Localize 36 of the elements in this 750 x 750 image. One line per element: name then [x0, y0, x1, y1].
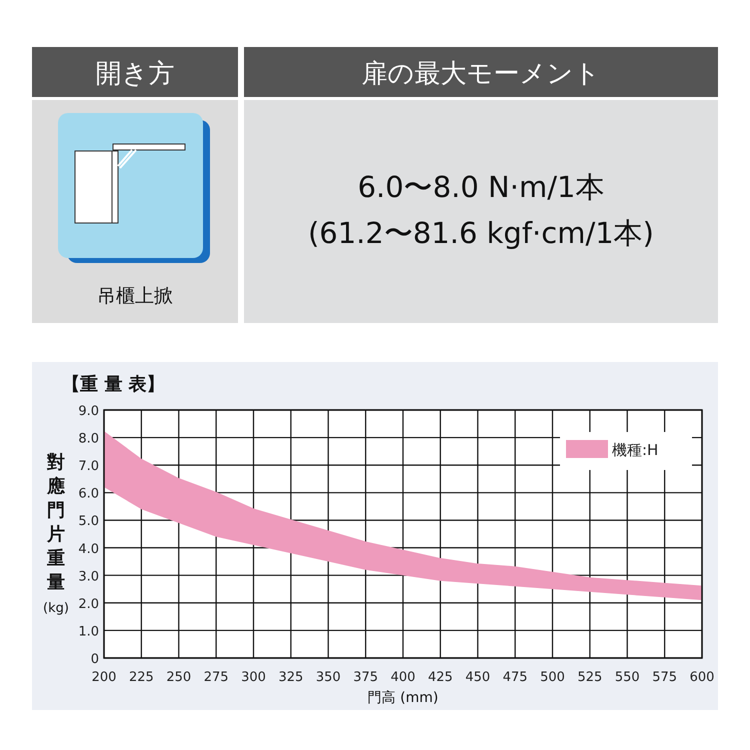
text: 6.0〜8.0 N·m/1本: [358, 170, 604, 204]
y-axis-title: 對應門片重量(kg): [43, 452, 69, 616]
text: 扉の最大モーメント: [362, 59, 600, 89]
x-tick-label: 475: [502, 670, 528, 685]
x-tick-label: 450: [465, 670, 490, 685]
x-axis-title: 門高 (mm): [368, 690, 438, 706]
x-tick-label: 200: [92, 670, 116, 685]
legend-label: 機種:H: [612, 441, 658, 459]
x-tick-label: 275: [204, 670, 229, 685]
y-tick-label: 4.0: [78, 542, 99, 557]
x-tick-label: 550: [614, 670, 640, 685]
y-tick-label: 9.0: [78, 404, 99, 419]
x-tick-label: 300: [241, 670, 266, 685]
x-tick-label: 325: [278, 670, 304, 685]
y-tick-label: 8.0: [78, 432, 99, 447]
x-tick-label: 425: [428, 670, 453, 685]
x-tick-label: 500: [540, 670, 565, 685]
y-tick-label: 3.0: [78, 569, 99, 584]
y-tick-label: 7.0: [78, 459, 99, 474]
x-tick-label: 350: [316, 670, 341, 685]
x-tick-label: 600: [690, 670, 714, 685]
text: 吊櫃上掀: [97, 285, 173, 307]
x-tick-label: 225: [128, 670, 154, 685]
x-tick-label: 250: [166, 670, 192, 685]
chart-title: 【重 量 表】: [62, 374, 165, 395]
x-tick-label: 400: [390, 670, 416, 685]
text: 開き方: [96, 59, 174, 89]
x-tick-label: 575: [652, 670, 678, 685]
x-tick-label: 525: [577, 670, 602, 685]
y-tick-label: 5.0: [78, 514, 99, 530]
y-tick-label: 0: [90, 652, 99, 667]
x-tick-label: 375: [353, 670, 378, 685]
text: (61.2〜81.6 kgf·cm/1本): [308, 216, 654, 250]
y-tick-label: 2.0: [78, 596, 99, 612]
y-tick-label: 1.0: [78, 624, 99, 640]
y-tick-label: 6.0: [78, 486, 99, 502]
